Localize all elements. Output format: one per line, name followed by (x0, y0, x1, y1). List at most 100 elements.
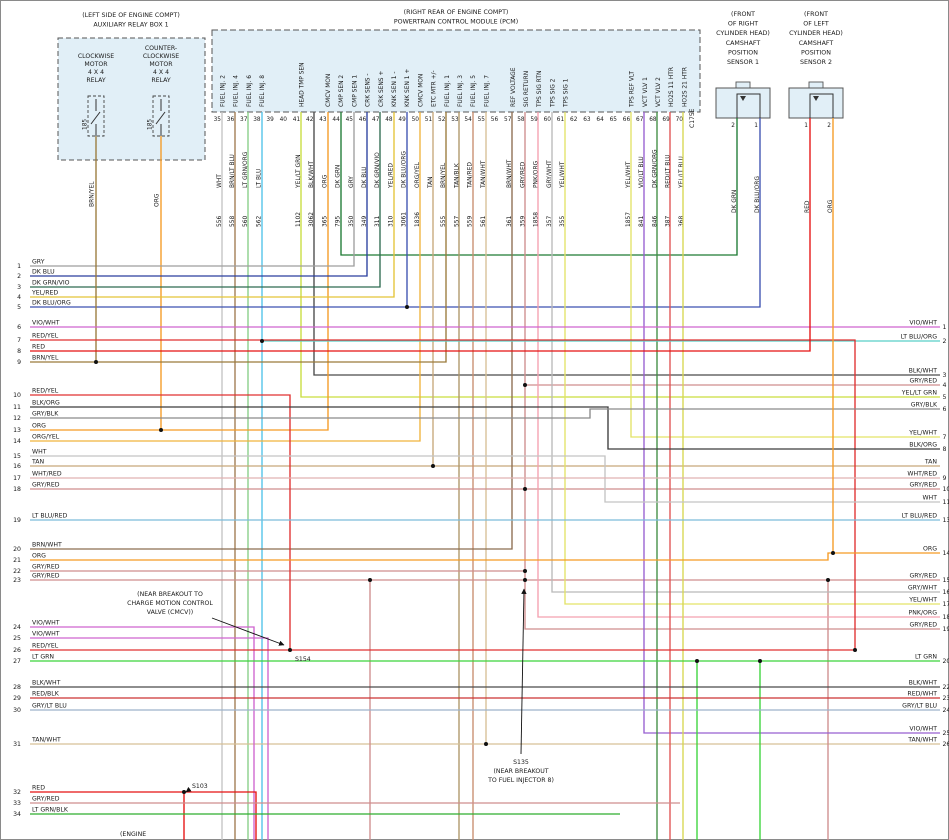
wire-color-label: TAN (428, 176, 434, 189)
pcm-pin-function: FUEL INJ. 3 (458, 75, 464, 107)
pcm-pin-number: 52 (438, 117, 446, 123)
pcm-pin-function: CRK SENS - (366, 73, 372, 107)
junction-dot (288, 648, 292, 652)
pcm-pin-function: REF VOLTAGE (511, 67, 517, 107)
pcm-pin-number: 63 (583, 117, 591, 123)
junction-dot (159, 428, 163, 432)
junction-dot (523, 383, 527, 387)
wire-blk-wht (313, 112, 940, 376)
right-row-number: 15 (943, 577, 949, 584)
right-row-number: 23 (943, 695, 949, 702)
wire-vio-lt-blu (643, 112, 940, 734)
wire-color-label: LT BLU (256, 169, 262, 188)
wire-gry (30, 112, 355, 267)
sensor-box (715, 87, 771, 119)
wire-color-label: RED/LT BLU (666, 154, 672, 188)
sensor-title: CYLINDER HEAD) (716, 30, 770, 37)
circuit-number: 1836 (415, 212, 421, 227)
right-row-number: 5 (943, 394, 947, 401)
sensor-pin-number: 2 (827, 123, 831, 129)
right-wire-label: GRY/RED (909, 482, 937, 489)
left-row-number: 11 (13, 404, 21, 411)
left-wire-label: DK BLU/ORG (32, 300, 71, 307)
right-wire-label: LT BLU/RED (902, 513, 938, 520)
left-row-number: 29 (13, 695, 21, 702)
wire-color-label: YEL/RED (388, 163, 394, 189)
left-wire-label: WHT/RED (32, 471, 62, 478)
right-row-number: 19 (943, 626, 949, 633)
circuit-number: 349 (362, 216, 368, 227)
wire-org-yel (30, 112, 421, 442)
left-row-number: 3 (17, 284, 21, 291)
right-row-number: 3 (943, 372, 947, 379)
right-wire-label: GRY/WHT (908, 585, 937, 592)
left-wire-label: LT GRN (32, 654, 54, 661)
relay-label: MOTOR (84, 61, 108, 68)
relay-label: 4 X 4 (153, 69, 169, 76)
sensor-title: SENSOR 2 (800, 59, 832, 66)
pcm-pin-number: 55 (478, 117, 486, 123)
left-row-number: 16 (13, 463, 21, 470)
wire-color-label: YEL/WHT (626, 161, 632, 189)
sensor-box (788, 87, 844, 119)
circuit-number: 560 (243, 216, 249, 227)
left-wire-label: BLK/WHT (32, 680, 61, 687)
junction-dot (523, 578, 527, 582)
right-wire-label: YEL/WHT (908, 430, 937, 437)
circuit-number: 795 (336, 216, 342, 227)
right-row-number: 13 (943, 517, 949, 524)
right-wire-label: GRY/RED (909, 378, 937, 385)
relay-pin-number: 185 (83, 119, 89, 130)
sensor-pin-number: 2 (731, 123, 735, 129)
pcm-pin-number: 44 (332, 117, 340, 123)
right-wire-label: GRY/RED (909, 573, 937, 580)
cmcv-note: CHARGE MOTION CONTROL (127, 600, 213, 607)
left-wire-label: GRY/RED (32, 573, 60, 580)
wire-yel-red (30, 112, 395, 298)
right-wire-label: RED/WHT (907, 691, 937, 698)
pcm-pin-function: TPS REF VLT (630, 71, 636, 108)
left-row-number: 22 (13, 568, 21, 575)
left-wire-label: RED/YEL (32, 333, 59, 340)
junction-dot (182, 790, 186, 794)
right-row-number: 11 (943, 499, 949, 506)
pcm-pin-function: HEAD TMP SEN (300, 62, 306, 107)
pcm-pin-number: 48 (385, 117, 393, 123)
right-row-number: 20 (943, 658, 949, 665)
pcm-pin-number: 60 (544, 117, 552, 123)
pcm-pin-number: 68 (649, 117, 657, 123)
left-row-number: 19 (13, 517, 21, 524)
pcm-pin-number: 67 (636, 117, 644, 123)
pcm-pin-function: TPS SIG 2 (550, 78, 556, 108)
sensor-title: CYLINDER HEAD) (789, 30, 843, 37)
wire-red (30, 791, 257, 840)
left-row-number: 27 (13, 658, 21, 665)
s135-note-arrow (520, 588, 527, 755)
left-wire-label: GRY/LT BLU (32, 703, 67, 710)
wire-color-label: RED (805, 200, 811, 213)
wire-blk-org (30, 406, 940, 450)
wire-color-label: YEL/LT BLU (679, 156, 685, 189)
relay-label: CLOCKWISE (78, 53, 114, 60)
wire-yel-lt-grn (300, 112, 940, 398)
wire-yel-wht (564, 112, 940, 605)
pcm-pin-function: KNK SEN 1 - (392, 72, 398, 108)
left-wire-label: GRY/RED (32, 796, 60, 803)
left-wire-label: RED/YEL (32, 388, 59, 395)
right-wire-label: TAN (924, 459, 938, 466)
circuit-number: 556 (217, 216, 223, 227)
pcm-pin-number: 39 (266, 117, 274, 123)
cmcv-note-arrow (211, 617, 285, 646)
left-wire-label: YEL/RED (31, 290, 58, 297)
relay-label: CLOCKWISE (143, 53, 179, 60)
junction-dot (260, 339, 264, 343)
left-row-number: 14 (13, 438, 21, 445)
left-row-number: 17 (13, 475, 21, 482)
wire-dk-blu (30, 112, 368, 277)
right-row-number: 10 (943, 486, 949, 493)
engine-partial: (ENGINE (120, 831, 146, 838)
left-row-number: 24 (13, 624, 21, 631)
pcm-pin-number: 61 (557, 117, 565, 123)
sensor-title: CAMSHAFT (726, 40, 761, 47)
pcm-pin-number: 70 (676, 117, 684, 123)
